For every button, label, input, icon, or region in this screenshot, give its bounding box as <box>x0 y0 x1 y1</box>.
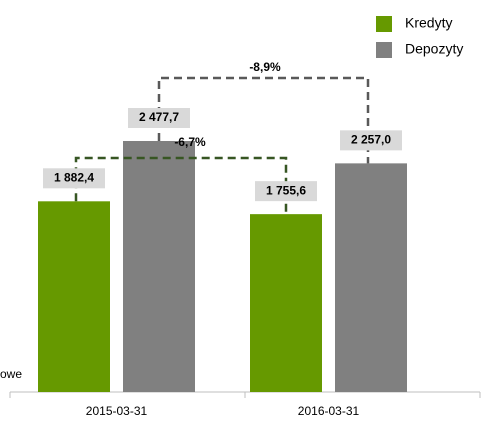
connector <box>74 156 288 215</box>
bar <box>335 163 407 392</box>
bar <box>123 141 195 392</box>
bar <box>250 214 322 392</box>
annotation: -6,7% <box>174 135 206 149</box>
legend-swatch <box>376 16 392 32</box>
value-label-box <box>43 168 105 189</box>
value-label: 1 755,6 <box>266 183 306 197</box>
value-label-box <box>340 130 402 151</box>
legend-label: Kredyty <box>405 15 452 31</box>
x-tick-label: 2015-03-31 <box>86 404 148 418</box>
legend-swatch <box>376 42 392 58</box>
value-label: 1 882,4 <box>54 170 94 184</box>
value-label: 2 477,7 <box>139 110 179 124</box>
annotation: -8,9% <box>249 60 281 74</box>
annotation: owe <box>0 367 22 381</box>
bar <box>38 201 110 392</box>
legend-label: Depozyty <box>405 41 463 57</box>
value-label-box <box>128 108 190 128</box>
value-label-box <box>255 181 317 202</box>
value-label: 2 257,0 <box>351 133 391 147</box>
x-tick-label: 2016-03-31 <box>298 404 360 418</box>
